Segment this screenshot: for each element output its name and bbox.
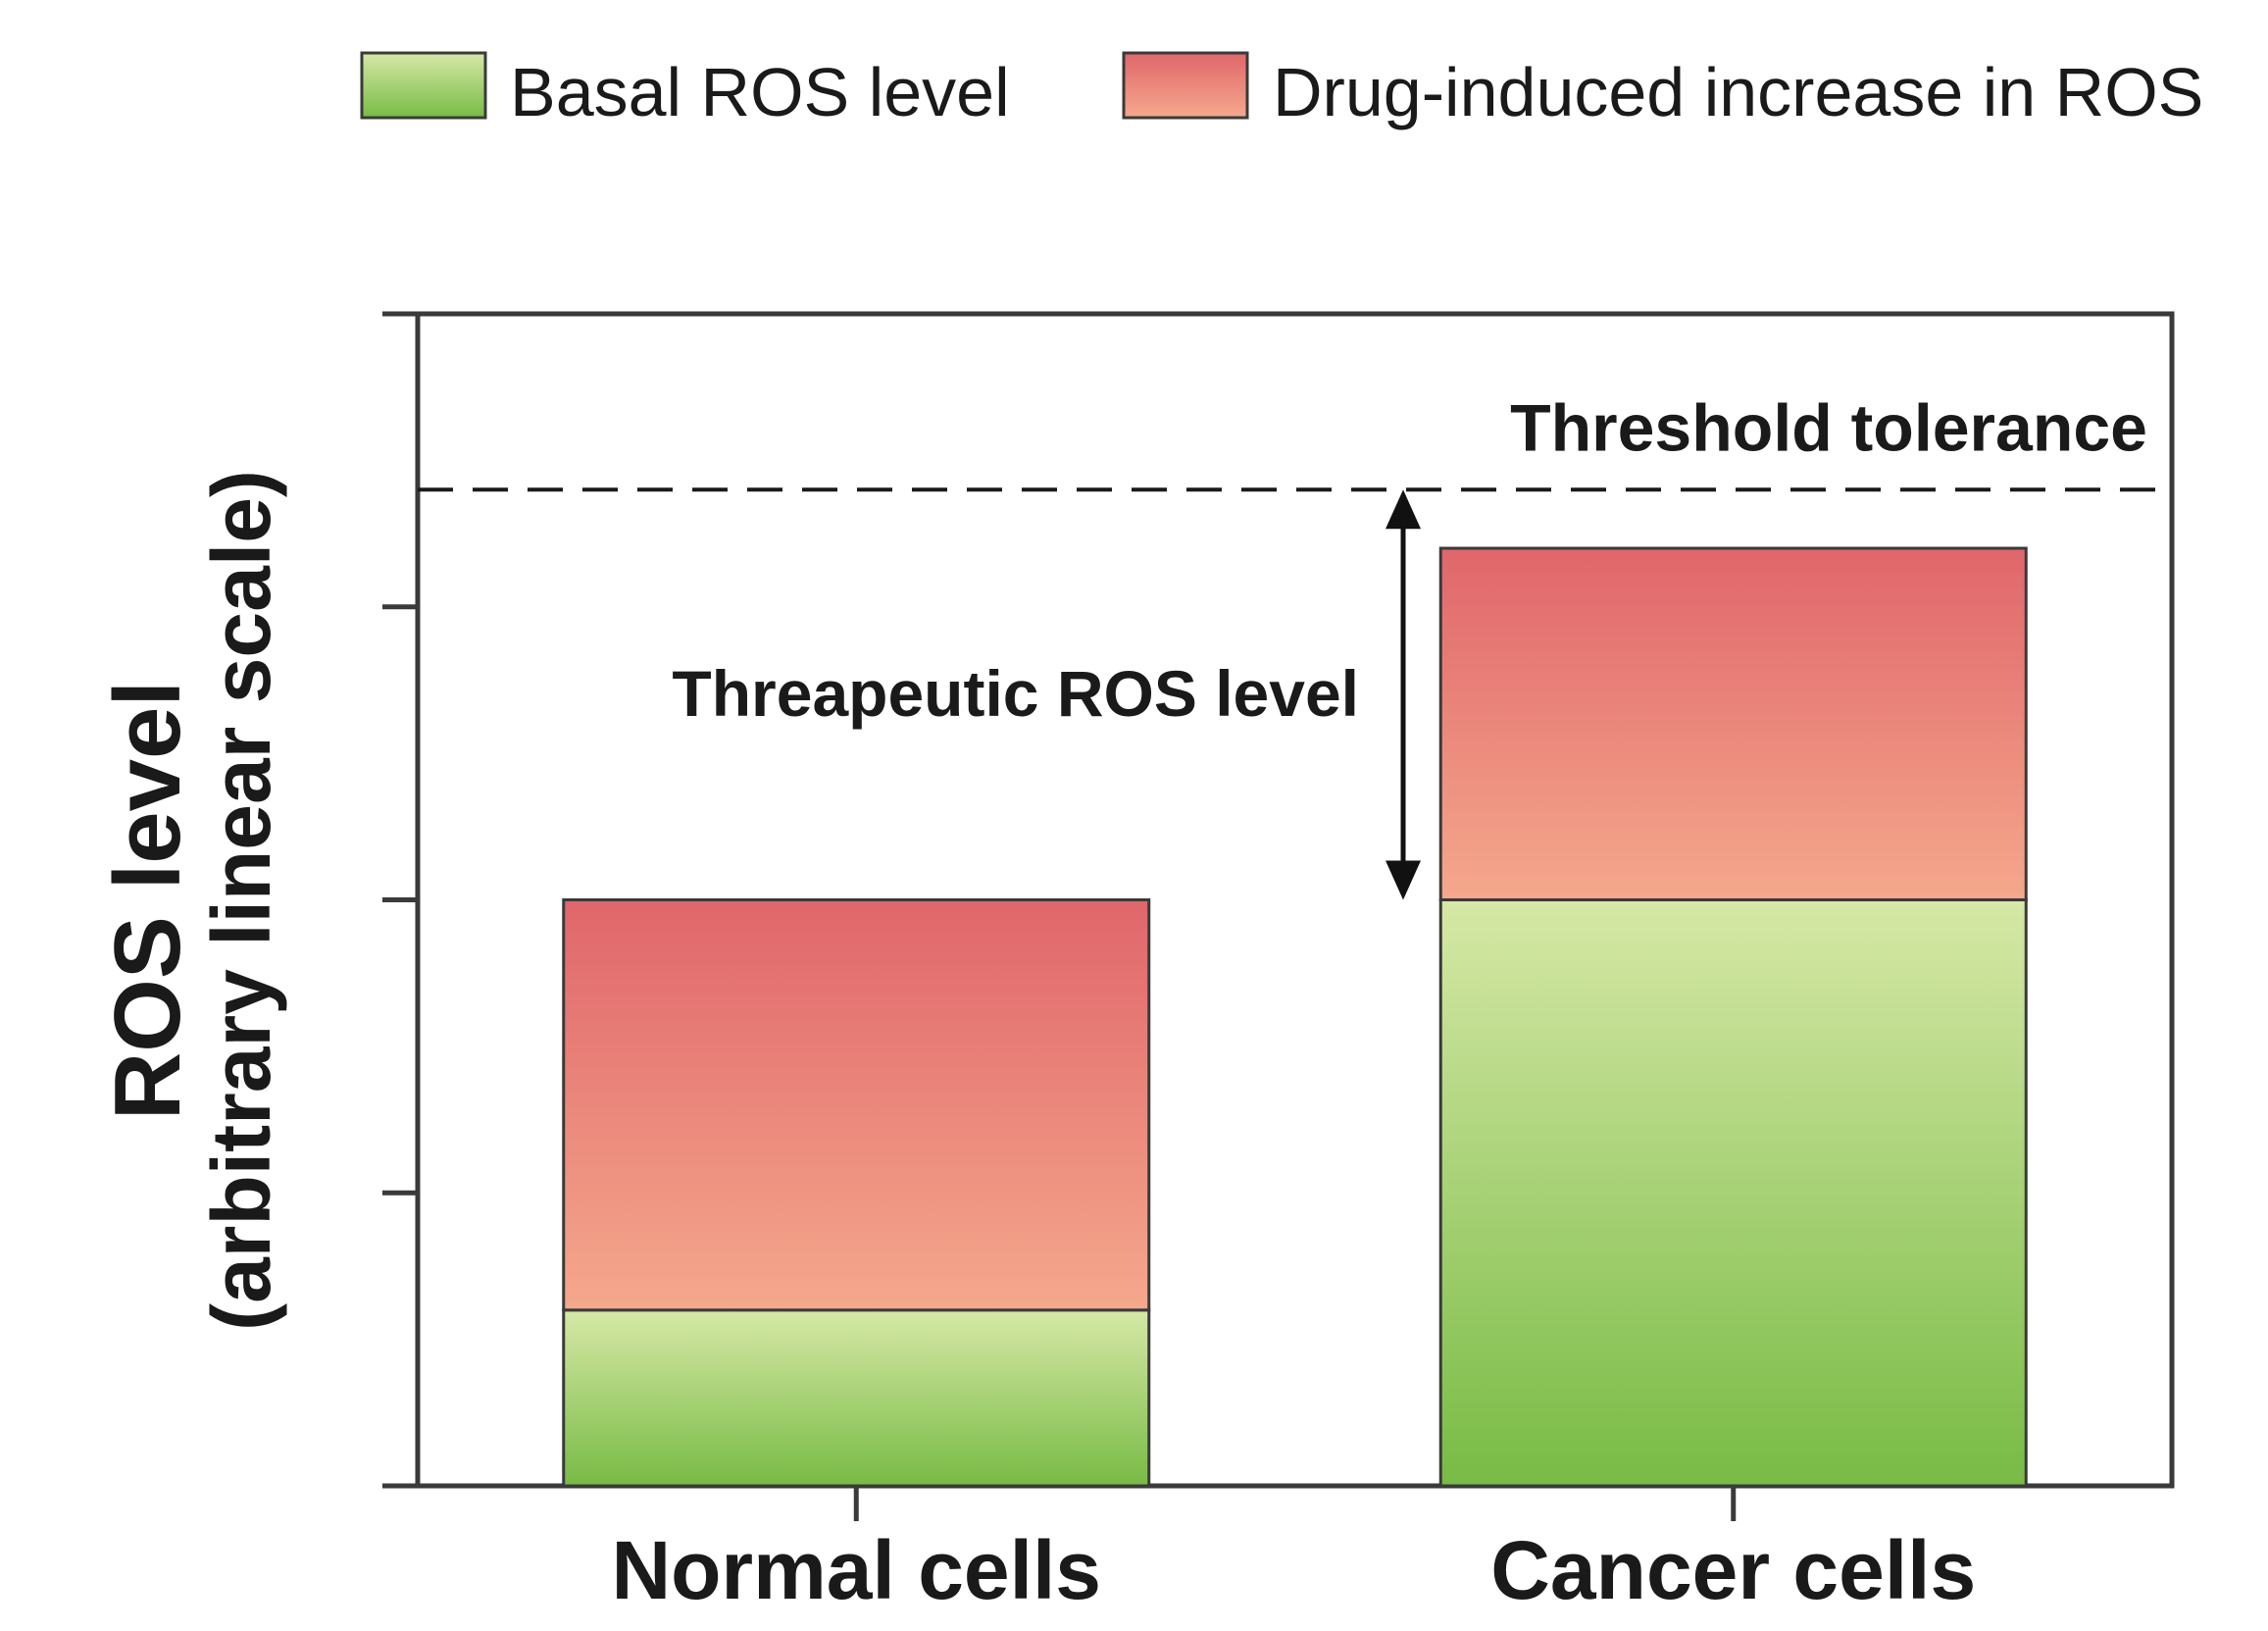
annotations: Threshold tolerance Threapeutic ROS level [418,390,2172,900]
threshold-label: Threshold tolerance [1510,390,2147,465]
bars [562,546,2028,1488]
x-tick-label-cancer-cells: Cancer cells [1490,1524,1976,1616]
bar-normal-cells-drug-induced-increase-in-ros [562,898,1151,1312]
legend-swatch-basal-ros-level [360,51,487,120]
bar-normal-cells-basal-ros-level [562,1308,1151,1488]
x-tick-label-normal-cells: Normal cells [611,1524,1101,1616]
axis-labels: Normal cells Cancer cells ROS level(arbitr… [95,470,1976,1616]
y-axis-label: ROS level [95,681,200,1120]
y-axis-sublabel: (arbitrary linear scale) [195,470,287,1331]
y-axis-label-group: ROS level(arbitrary linear scale) [95,470,287,1331]
bar-cancer-cells-drug-induced-increase-in-ros [1438,546,2028,901]
legend: Basal ROS level Drug-induced increase in … [360,51,2203,130]
legend-label-drug-induced-increase-in-ros: Drug-induced increase in ROS [1273,54,2203,130]
legend-swatch-drug-induced-increase-in-ros [1122,51,1249,120]
therapeutic-level-label: Threapeutic ROS level [672,657,1359,730]
plot-frame [382,311,2175,1521]
therapeutic-arrow-head-up [1386,489,1421,530]
bar-cancer-cells-basal-ros-level [1438,898,2028,1488]
legend-label-basal-ros-level: Basal ROS level [510,54,1010,130]
therapeutic-arrow-head-down [1386,860,1421,900]
